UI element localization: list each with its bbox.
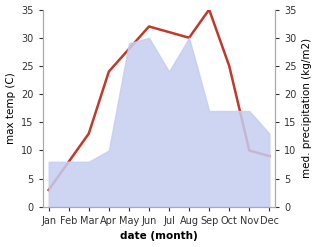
X-axis label: date (month): date (month): [120, 231, 198, 242]
Y-axis label: med. precipitation (kg/m2): med. precipitation (kg/m2): [302, 38, 313, 178]
Y-axis label: max temp (C): max temp (C): [5, 72, 16, 144]
